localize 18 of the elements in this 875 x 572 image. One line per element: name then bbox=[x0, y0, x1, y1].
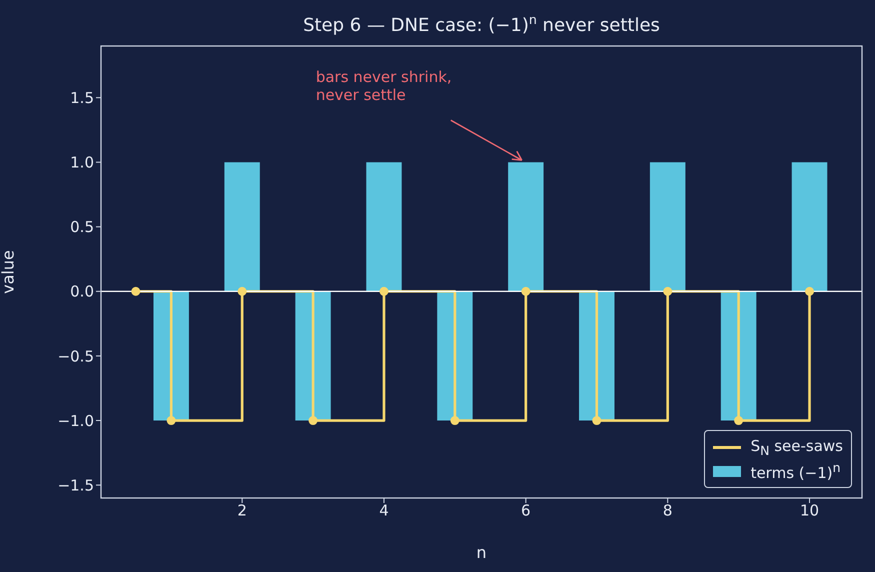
x-axis-title: n bbox=[476, 543, 487, 562]
x-tick-label: 10 bbox=[800, 502, 820, 520]
y-tick-label: 0.0 bbox=[70, 282, 94, 301]
y-tick-label: 1.5 bbox=[70, 88, 94, 107]
y-tick-label: 0.5 bbox=[70, 218, 94, 236]
x-tick-label: 6 bbox=[521, 502, 531, 520]
annotation: bars never shrink, never settle bbox=[316, 68, 452, 104]
y-tick-label: 1.0 bbox=[70, 154, 94, 172]
x-tick-label: 8 bbox=[662, 502, 672, 520]
x-tick-label: 4 bbox=[379, 502, 389, 520]
x-tick-label: 2 bbox=[237, 502, 247, 520]
y-tick-label: −1.0 bbox=[58, 412, 94, 430]
chart-title: Step 6 — DNE case: (−1)$^{n}$ never settles bbox=[303, 12, 660, 36]
y-axis-title: value bbox=[0, 250, 18, 294]
y-tick-label: −0.5 bbox=[58, 347, 94, 366]
y-tick-label: −1.5 bbox=[58, 476, 94, 494]
legend-label: S$_{N}$ see-saws bbox=[750, 436, 843, 458]
legend-label: terms (−1)$^{n}$ bbox=[750, 460, 841, 482]
